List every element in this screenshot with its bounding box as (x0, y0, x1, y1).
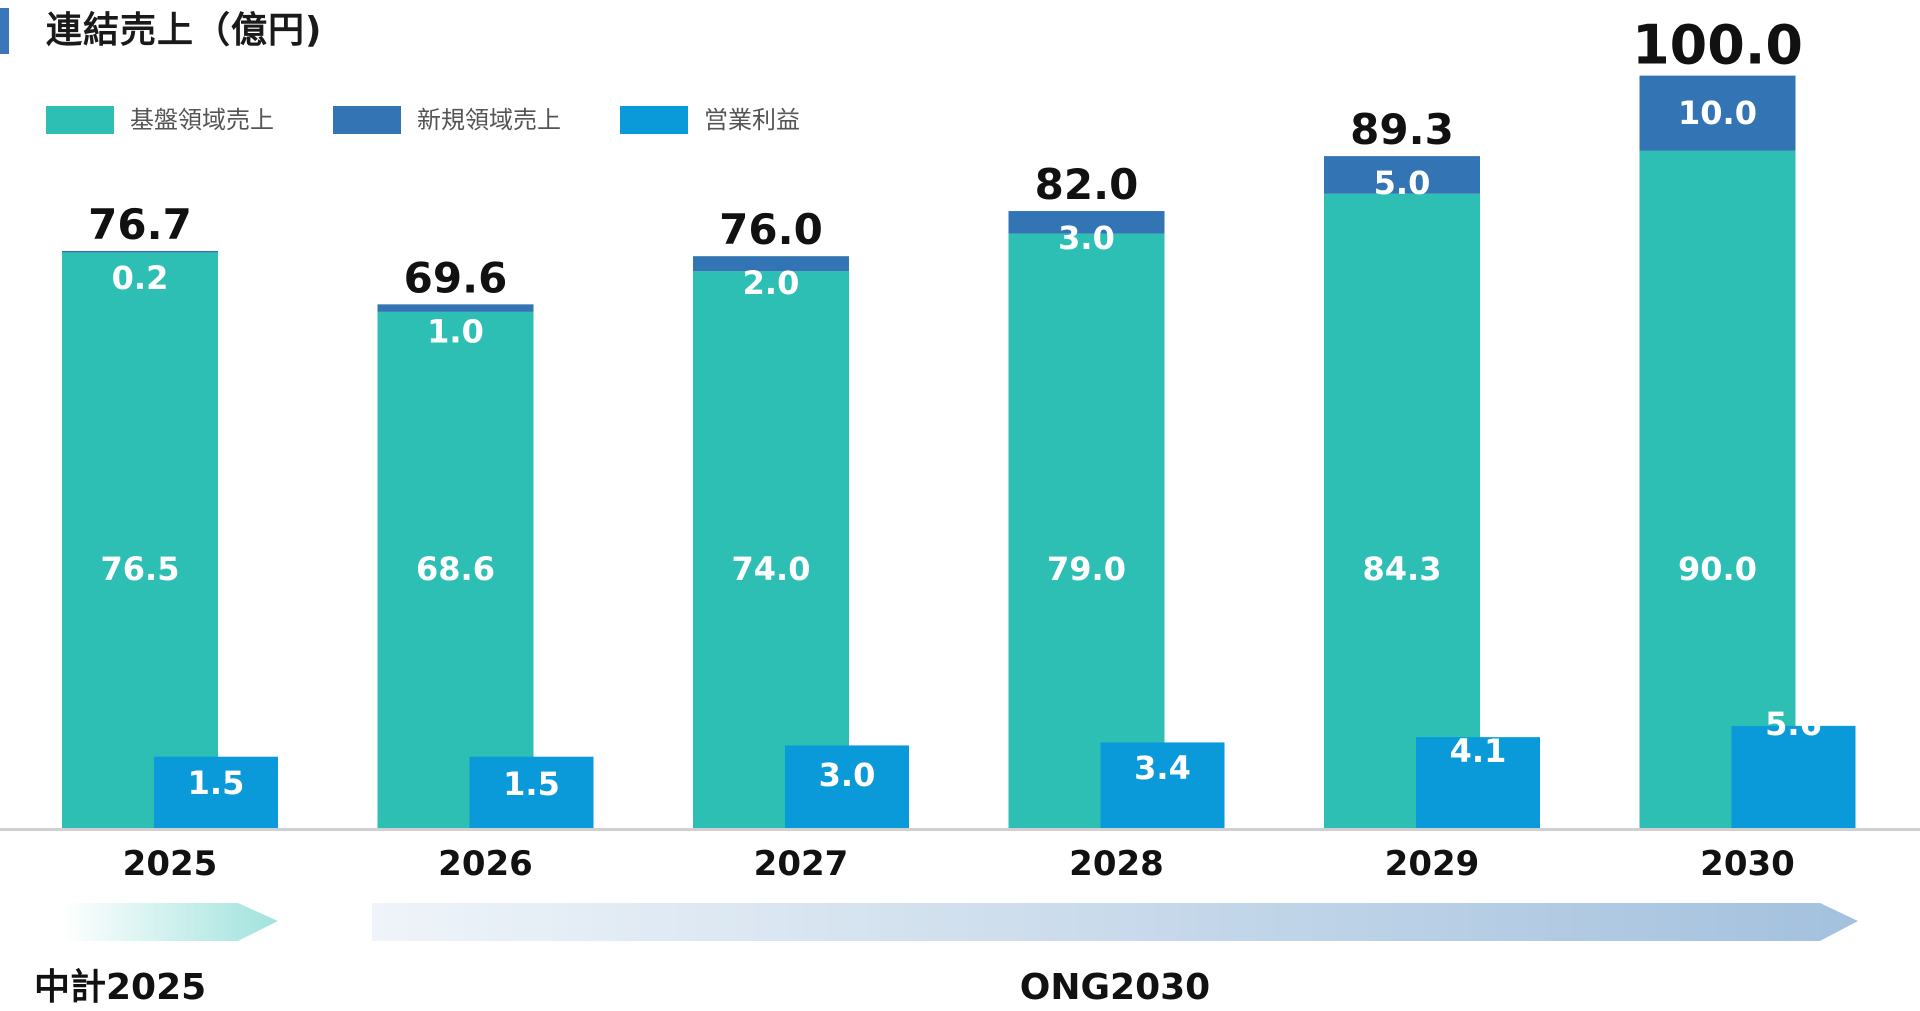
label-profit-2028: 3.4 (1134, 749, 1191, 787)
label-total-2029: 89.3 (1350, 105, 1454, 154)
bar-new-2029 (1324, 156, 1480, 194)
label-base-2030: 90.0 (1678, 550, 1757, 588)
label-new-2030: 10.0 (1678, 94, 1757, 132)
bar-new-2026 (377, 304, 534, 312)
label-total-2025: 76.7 (88, 200, 192, 249)
label-profit-2029: 4.1 (1450, 732, 1507, 770)
x-axis-baseline (0, 828, 1920, 831)
title-accent-bar (0, 8, 9, 54)
label-new-2028: 3.0 (1058, 219, 1115, 257)
label-new-2029: 5.0 (1374, 164, 1431, 202)
bar-profit-2029 (1416, 737, 1540, 828)
bar-profit-2028 (1100, 742, 1225, 828)
legend-label-profit: 営業利益 (704, 106, 800, 134)
label-profit-2026: 1.5 (503, 765, 560, 803)
legend-swatch-base (46, 106, 114, 134)
bar-base-2028 (1008, 233, 1165, 829)
label-base-2027: 74.0 (732, 550, 811, 588)
legend-swatch-new (333, 106, 401, 134)
bar-new-2030 (1639, 75, 1796, 151)
x-tick-2025: 2025 (123, 844, 218, 884)
label-total-2026: 69.6 (404, 253, 508, 302)
bar-base-2029 (1324, 193, 1480, 828)
bar-profit-2030 (1731, 725, 1856, 828)
label-new-2027: 2.0 (743, 264, 800, 302)
x-tick-2028: 2028 (1069, 844, 1164, 884)
label-profit-2030: 5.6 (1765, 705, 1822, 743)
bar-profit-2025 (154, 756, 278, 828)
x-tick-2030: 2030 (1700, 844, 1795, 884)
label-new-2026: 1.0 (427, 312, 484, 350)
bar-base-2026 (377, 311, 534, 828)
bar-new-2025 (62, 250, 218, 253)
period-label-ong2030: ONG2030 (1020, 967, 1210, 1008)
period-label-chukei2025: 中計2025 (34, 967, 206, 1008)
bar-base-2027 (693, 271, 849, 828)
label-base-2029: 84.3 (1363, 550, 1442, 588)
x-tick-2026: 2026 (438, 844, 533, 884)
legend-label-base: 基盤領域売上 (130, 106, 274, 134)
bar-profit-2026 (469, 756, 594, 828)
legend-swatch-profit (620, 106, 688, 134)
label-base-2028: 79.0 (1047, 550, 1126, 588)
period-arrow-ong2030 (372, 903, 1858, 941)
bar-profit-2027 (785, 745, 909, 828)
label-total-2030: 100.0 (1632, 14, 1803, 77)
bar-new-2028 (1008, 211, 1165, 234)
period-arrow-chukei2025 (62, 903, 278, 941)
label-profit-2027: 3.0 (819, 756, 876, 794)
bar-base-2030 (1639, 150, 1796, 828)
legend-label-new: 新規領域売上 (417, 106, 561, 134)
label-total-2028: 82.0 (1035, 160, 1139, 209)
label-base-2026: 68.6 (416, 550, 495, 588)
label-new-2025: 0.2 (112, 259, 169, 297)
chart-title: 連結売上（億円) (46, 10, 323, 51)
bar-new-2027 (693, 256, 849, 272)
label-base-2025: 76.5 (101, 550, 180, 588)
x-tick-2029: 2029 (1385, 844, 1480, 884)
label-profit-2025: 1.5 (188, 764, 245, 802)
label-total-2027: 76.0 (719, 205, 823, 254)
x-tick-2027: 2027 (754, 844, 849, 884)
bar-base-2025 (62, 252, 218, 828)
